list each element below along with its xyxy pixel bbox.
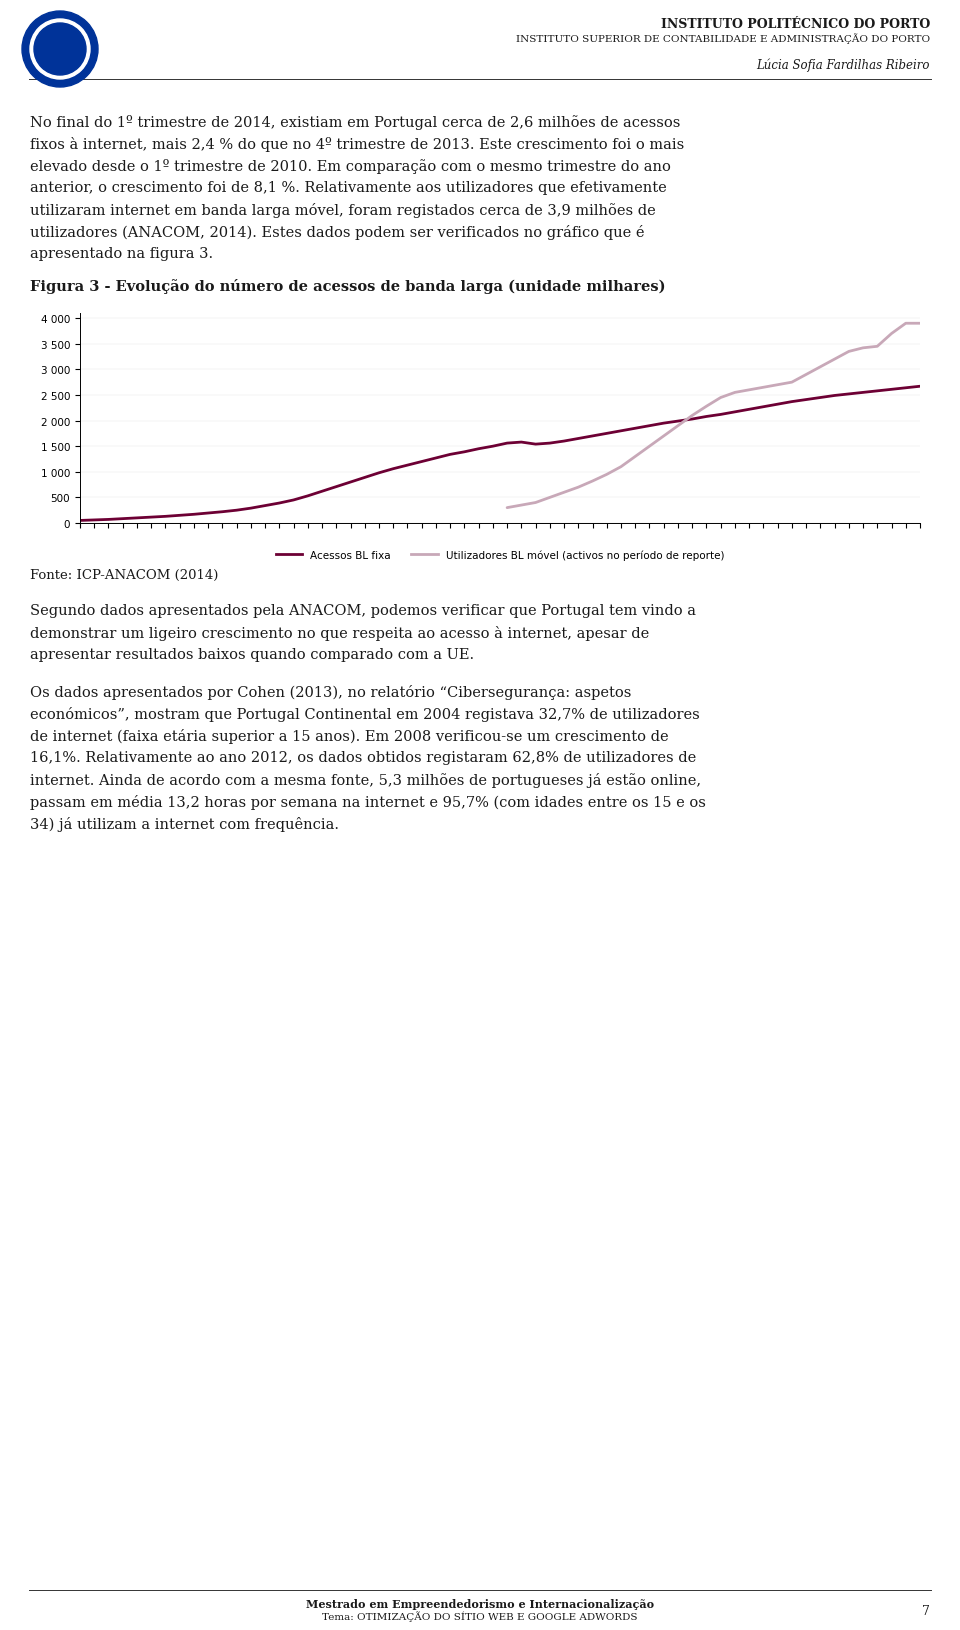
Text: INSTITUTO SUPERIOR DE CONTABILIDADE E ADMINISTRAÇÃO DO PORTO: INSTITUTO SUPERIOR DE CONTABILIDADE E AD… bbox=[516, 33, 930, 44]
Text: passam em média 13,2 horas por semana na internet e 95,7% (com idades entre os 1: passam em média 13,2 horas por semana na… bbox=[30, 794, 706, 810]
Circle shape bbox=[34, 24, 86, 77]
Text: 7: 7 bbox=[923, 1604, 930, 1617]
Circle shape bbox=[30, 20, 90, 80]
Text: No final do 1º trimestre de 2014, existiam em Portugal cerca de 2,6 milhões de a: No final do 1º trimestre de 2014, existi… bbox=[30, 116, 681, 130]
Text: utilizaram internet em banda larga móvel, foram registados cerca de 3,9 milhões : utilizaram internet em banda larga móvel… bbox=[30, 202, 656, 218]
Text: utilizadores (ANACOM, 2014). Estes dados podem ser verificados no gráfico que é: utilizadores (ANACOM, 2014). Estes dados… bbox=[30, 225, 644, 240]
Text: Lúcia Sofia Fardilhas Ribeiro: Lúcia Sofia Fardilhas Ribeiro bbox=[756, 59, 930, 72]
Text: elevado desde o 1º trimestre de 2010. Em comparação com o mesmo trimestre do ano: elevado desde o 1º trimestre de 2010. Em… bbox=[30, 158, 671, 174]
Text: Os dados apresentados por Cohen (2013), no relatório “Cibersegurança: aspetos: Os dados apresentados por Cohen (2013), … bbox=[30, 685, 632, 699]
Text: internet. Ainda de acordo com a mesma fonte, 5,3 milhões de portugueses já estão: internet. Ainda de acordo com a mesma fo… bbox=[30, 773, 701, 787]
Text: económicos”, mostram que Portugal Continental em 2004 registava 32,7% de utiliza: económicos”, mostram que Portugal Contin… bbox=[30, 706, 700, 722]
Text: Tema: OTIMIZAÇÃO DO SÍTIO WEB E GOOGLE ADWORDS: Tema: OTIMIZAÇÃO DO SÍTIO WEB E GOOGLE A… bbox=[323, 1610, 637, 1620]
Legend: Acessos BL fixa, Utilizadores BL móvel (activos no período de reporte): Acessos BL fixa, Utilizadores BL móvel (… bbox=[272, 546, 729, 564]
Text: anterior, o crescimento foi de 8,1 %. Relativamente aos utilizadores que efetiva: anterior, o crescimento foi de 8,1 %. Re… bbox=[30, 181, 667, 196]
Text: Fonte: ICP-ANACOM (2014): Fonte: ICP-ANACOM (2014) bbox=[30, 569, 218, 582]
Circle shape bbox=[22, 11, 98, 88]
Text: de internet (faixa etária superior a 15 anos). Em 2008 verificou-se um crescimen: de internet (faixa etária superior a 15 … bbox=[30, 729, 668, 743]
Text: 16,1%. Relativamente ao ano 2012, os dados obtidos registaram 62,8% de utilizado: 16,1%. Relativamente ao ano 2012, os dad… bbox=[30, 750, 696, 764]
Text: demonstrar um ligeiro crescimento no que respeita ao acesso à internet, apesar d: demonstrar um ligeiro crescimento no que… bbox=[30, 626, 649, 641]
Text: apresentar resultados baixos quando comparado com a UE.: apresentar resultados baixos quando comp… bbox=[30, 647, 474, 662]
Text: apresentado na figura 3.: apresentado na figura 3. bbox=[30, 246, 213, 261]
Text: INSTITUTO POLITÉCNICO DO PORTO: INSTITUTO POLITÉCNICO DO PORTO bbox=[660, 18, 930, 31]
Text: 34) já utilizam a internet com frequência.: 34) já utilizam a internet com frequênci… bbox=[30, 817, 339, 831]
Text: fixos à internet, mais 2,4 % do que no 4º trimestre de 2013. Este crescimento fo: fixos à internet, mais 2,4 % do que no 4… bbox=[30, 137, 684, 152]
Text: Figura 3 - Evolução do número de acessos de banda larga (unidade milhares): Figura 3 - Evolução do número de acessos… bbox=[30, 279, 665, 293]
Text: Segundo dados apresentados pela ANACOM, podemos verificar que Portugal tem vindo: Segundo dados apresentados pela ANACOM, … bbox=[30, 603, 696, 618]
Text: Mestrado em Empreendedorismo e Internacionalização: Mestrado em Empreendedorismo e Internaci… bbox=[306, 1597, 654, 1609]
